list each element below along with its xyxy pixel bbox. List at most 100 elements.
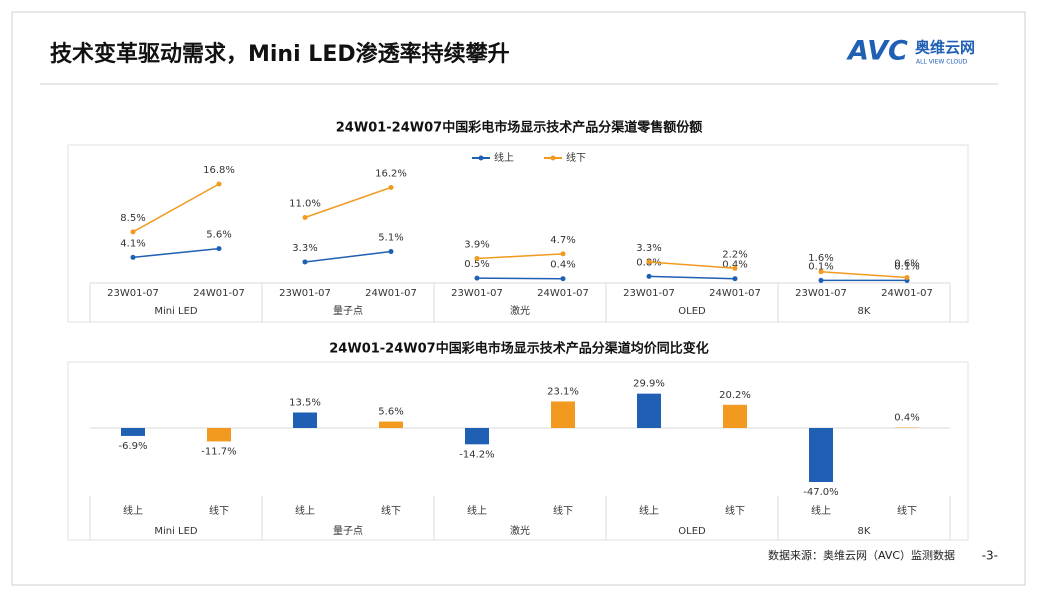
group-label: 量子点 [333, 305, 363, 317]
bar [809, 428, 833, 482]
group-label: 量子点 [333, 525, 363, 537]
data-point [302, 259, 308, 265]
x-tick-label: 23W01-07 [623, 288, 675, 299]
data-label: 0.6% [894, 259, 919, 270]
data-point [216, 181, 222, 187]
x-tick-label: 线下 [897, 504, 917, 517]
logo-tagline: ALL VIEW CLOUD [916, 59, 968, 66]
group-label: 8K [858, 526, 871, 537]
x-tick-label: 24W01-07 [537, 288, 589, 299]
chart-frame [67, 144, 969, 323]
bar [465, 428, 489, 445]
x-tick-label: 24W01-07 [365, 288, 417, 299]
x-tick-label: 线下 [381, 504, 401, 517]
data-source: 数据来源：奥维云网（AVC）监测数据 [768, 548, 955, 562]
data-point [474, 275, 480, 281]
series-line [132, 183, 220, 233]
bar [207, 428, 231, 442]
data-point [474, 255, 480, 261]
bar [379, 421, 403, 428]
series-line [648, 275, 736, 280]
chart-frame [67, 361, 969, 541]
data-point [646, 273, 652, 279]
x-tick-label: 线上 [295, 504, 315, 517]
data-label: 13.5% [289, 397, 321, 408]
data-label: 4.1% [120, 238, 145, 249]
data-point [732, 276, 738, 282]
series-line [132, 247, 220, 259]
series-line [476, 253, 564, 260]
x-tick-label: 24W01-07 [193, 288, 245, 299]
series-line [476, 277, 564, 280]
data-label: 5.6% [206, 230, 231, 241]
bar [293, 412, 317, 428]
group-label: OLED [678, 526, 706, 537]
data-label: 8.5% [120, 213, 145, 224]
bar [121, 428, 145, 436]
bar [637, 393, 661, 428]
group-label: OLED [678, 306, 706, 317]
data-label: 5.1% [378, 233, 403, 244]
page-number: -3- [982, 549, 998, 563]
data-label: 0.1% [894, 261, 919, 272]
data-point [130, 254, 136, 260]
data-point [560, 251, 566, 257]
x-tick-label: 23W01-07 [451, 288, 503, 299]
data-label: 16.2% [375, 168, 407, 179]
data-label: 0.4% [550, 260, 575, 271]
data-point [388, 249, 394, 255]
chart-title: 24W01-24W07中国彩电市场显示技术产品分渠道均价同比变化 [329, 341, 708, 357]
data-label: 20.2% [719, 390, 751, 401]
data-label: 0.4% [722, 260, 747, 271]
group-label: Mini LED [154, 526, 198, 537]
legend-marker [550, 155, 556, 161]
bar [551, 401, 575, 428]
x-tick-label: 线下 [209, 504, 229, 517]
series-line [820, 271, 908, 279]
legend-marker [478, 155, 484, 161]
data-point [216, 246, 222, 252]
data-label: 3.3% [636, 243, 661, 254]
group-label: 激光 [510, 524, 530, 537]
data-point [130, 229, 136, 235]
data-label: 1.6% [808, 253, 833, 264]
data-point [388, 184, 394, 190]
data-label: -47.0% [803, 487, 838, 498]
series-line [304, 250, 392, 263]
data-label: 0.1% [808, 261, 833, 272]
logo-name: 奥维云网 [915, 39, 975, 57]
data-label: 11.0% [289, 198, 321, 209]
data-label: -14.2% [459, 449, 494, 460]
group-label: Mini LED [154, 306, 198, 317]
data-point [302, 214, 308, 220]
x-tick-label: 24W01-07 [881, 288, 933, 299]
data-label: 2.2% [722, 249, 747, 260]
data-label: -11.7% [201, 446, 236, 457]
series-line [304, 186, 392, 219]
data-label: 3.9% [464, 239, 489, 250]
page-title: 技术变革驱动需求，Mini LED渗透率持续攀升 [50, 41, 510, 67]
data-point [818, 277, 824, 283]
x-tick-label: 线下 [553, 504, 573, 517]
group-label: 激光 [510, 304, 530, 317]
data-point [818, 269, 824, 275]
data-point [560, 276, 566, 282]
slide-frame [11, 11, 1026, 586]
group-label: 8K [858, 306, 871, 317]
data-label: 5.6% [378, 407, 403, 418]
data-label: 3.3% [292, 243, 317, 254]
data-point [904, 275, 910, 281]
data-label: 23.1% [547, 386, 579, 397]
chart-title: 24W01-24W07中国彩电市场显示技术产品分渠道零售额份额 [336, 120, 702, 136]
data-label: 4.7% [550, 235, 575, 246]
x-tick-label: 线下 [725, 504, 745, 517]
data-label: 29.9% [633, 379, 665, 390]
x-tick-label: 线上 [811, 504, 831, 517]
legend-label: 线下 [566, 151, 586, 164]
x-tick-label: 23W01-07 [279, 288, 331, 299]
x-tick-label: 线上 [467, 504, 487, 517]
bar [723, 404, 747, 428]
data-point [646, 259, 652, 265]
